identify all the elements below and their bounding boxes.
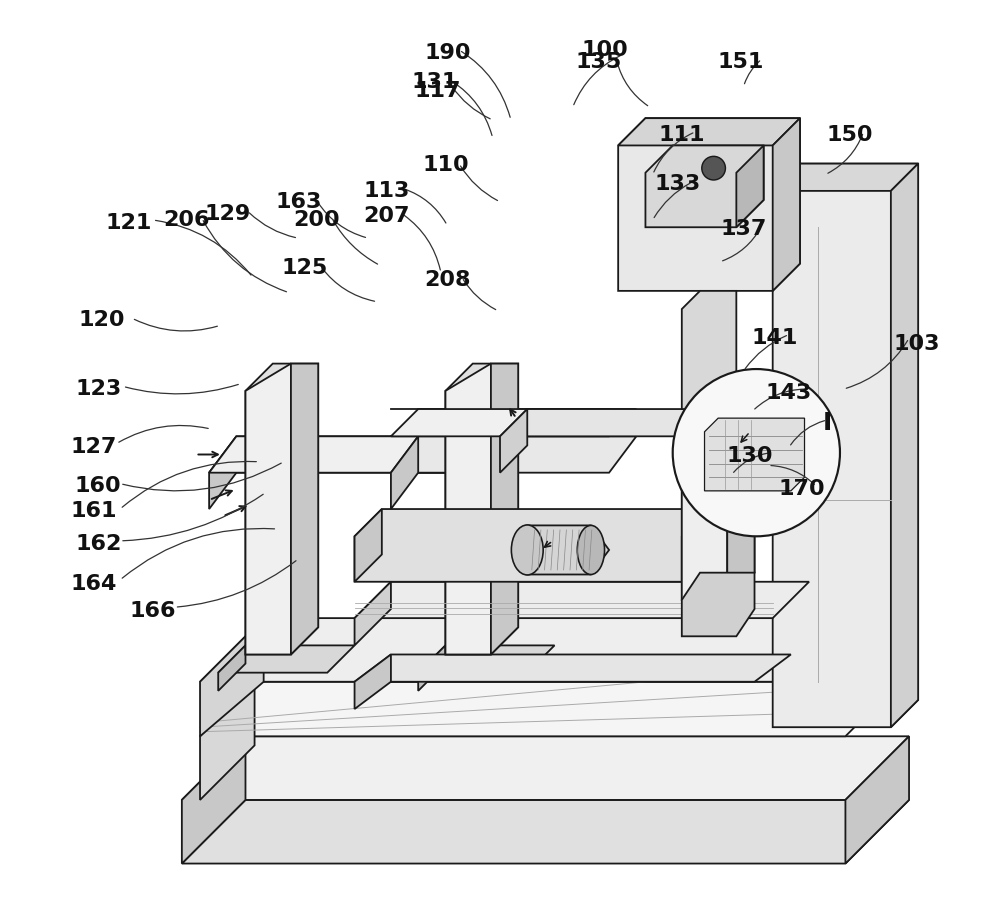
Polygon shape (773, 164, 918, 727)
Polygon shape (445, 364, 491, 654)
Text: 170: 170 (778, 479, 825, 499)
Polygon shape (682, 573, 755, 636)
Polygon shape (182, 736, 909, 800)
Polygon shape (355, 582, 809, 618)
Circle shape (702, 156, 725, 180)
Text: 150: 150 (827, 125, 873, 145)
Polygon shape (682, 436, 755, 600)
Polygon shape (500, 409, 755, 436)
Polygon shape (355, 509, 382, 582)
Text: 100: 100 (581, 40, 628, 60)
Polygon shape (391, 409, 636, 436)
Polygon shape (527, 525, 609, 574)
Polygon shape (618, 118, 800, 291)
Polygon shape (618, 118, 800, 145)
Polygon shape (355, 509, 709, 582)
Text: 117: 117 (415, 81, 461, 101)
Text: 120: 120 (79, 310, 125, 330)
Polygon shape (391, 436, 636, 473)
Polygon shape (891, 164, 918, 727)
Text: 133: 133 (654, 174, 700, 194)
Polygon shape (209, 436, 500, 473)
Text: 161: 161 (70, 501, 117, 521)
Text: 121: 121 (106, 213, 152, 233)
Polygon shape (491, 364, 518, 654)
Text: 163: 163 (275, 192, 321, 212)
Polygon shape (682, 436, 727, 600)
Text: 143: 143 (766, 383, 812, 403)
Polygon shape (218, 645, 355, 673)
Text: 162: 162 (75, 534, 121, 554)
Text: 208: 208 (424, 270, 471, 290)
Polygon shape (445, 364, 518, 654)
Polygon shape (182, 800, 909, 864)
Ellipse shape (577, 525, 605, 574)
Text: 130: 130 (727, 446, 773, 466)
Polygon shape (500, 409, 527, 473)
Text: 110: 110 (422, 155, 469, 175)
Text: 127: 127 (70, 437, 117, 457)
Polygon shape (200, 618, 264, 736)
Text: 141: 141 (751, 328, 798, 348)
Polygon shape (727, 436, 755, 600)
Text: I: I (823, 411, 832, 435)
Polygon shape (245, 364, 318, 654)
Ellipse shape (511, 525, 543, 575)
Text: 164: 164 (70, 574, 117, 594)
Polygon shape (245, 364, 291, 654)
Polygon shape (773, 164, 918, 191)
Text: 111: 111 (659, 125, 705, 145)
Text: 151: 151 (718, 52, 764, 72)
Text: 113: 113 (363, 181, 410, 201)
Polygon shape (827, 564, 891, 682)
Polygon shape (391, 436, 418, 509)
Circle shape (673, 369, 840, 536)
Text: 135: 135 (575, 52, 621, 72)
Polygon shape (682, 291, 736, 409)
Text: 160: 160 (75, 476, 122, 496)
Polygon shape (727, 382, 755, 436)
Text: 129: 129 (204, 204, 250, 224)
Text: 166: 166 (130, 601, 176, 621)
Polygon shape (845, 736, 909, 864)
Text: 103: 103 (893, 334, 940, 354)
Text: 123: 123 (75, 379, 121, 399)
Text: 190: 190 (424, 43, 471, 63)
Polygon shape (182, 736, 245, 864)
Polygon shape (209, 436, 500, 473)
Text: 131: 131 (411, 72, 458, 92)
Polygon shape (645, 145, 764, 227)
Polygon shape (473, 409, 500, 473)
Polygon shape (418, 645, 445, 691)
Polygon shape (355, 582, 391, 645)
Polygon shape (418, 645, 555, 673)
Text: 207: 207 (363, 206, 410, 226)
Polygon shape (682, 509, 709, 582)
Polygon shape (705, 418, 805, 491)
Text: 206: 206 (163, 210, 210, 230)
Polygon shape (700, 418, 773, 473)
Polygon shape (200, 682, 255, 800)
Polygon shape (200, 682, 900, 736)
Polygon shape (291, 364, 318, 654)
Text: 125: 125 (281, 258, 328, 278)
Polygon shape (218, 645, 245, 691)
Polygon shape (355, 654, 391, 709)
Polygon shape (736, 145, 764, 227)
Polygon shape (200, 618, 891, 682)
Polygon shape (773, 118, 800, 291)
Polygon shape (209, 436, 236, 509)
Polygon shape (355, 654, 791, 682)
Text: 200: 200 (293, 210, 340, 230)
Text: 137: 137 (720, 219, 767, 239)
